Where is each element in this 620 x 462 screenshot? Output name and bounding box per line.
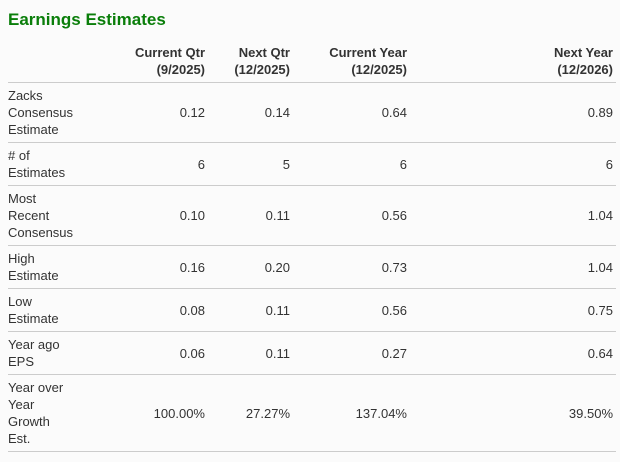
cell-value: 1.04	[410, 245, 616, 289]
cell-value: 0.11	[208, 288, 293, 332]
row-label: Zacks Consensus Estimate	[8, 82, 88, 143]
table-row-high-estimate: High Estimate 0.16 0.20 0.73 1.04	[8, 245, 616, 289]
cell-value: 0.10	[88, 185, 208, 246]
cell-value: 137.04%	[293, 374, 410, 452]
cell-value: 0.64	[410, 331, 616, 375]
cell-value: 0.89	[410, 82, 616, 143]
header-row: Current Qtr (9/2025) Next Qtr (12/2025) …	[8, 42, 616, 83]
row-label: Year over Year Growth Est.	[8, 374, 88, 452]
cell-value: 100.00%	[88, 374, 208, 452]
row-label-header	[8, 42, 88, 83]
cell-value: 0.14	[208, 82, 293, 143]
table-row-most-recent-consensus: Most Recent Consensus 0.10 0.11 0.56 1.0…	[8, 185, 616, 246]
cell-value: 0.27	[293, 331, 410, 375]
table-row-low-estimate: Low Estimate 0.08 0.11 0.56 0.75	[8, 288, 616, 332]
cell-value: 0.75	[410, 288, 616, 332]
cell-value: 6	[410, 142, 616, 186]
cell-value: 0.20	[208, 245, 293, 289]
column-header-next-qtr: Next Qtr (12/2025)	[208, 42, 293, 83]
row-label: # of Estimates	[8, 142, 88, 186]
page-title: Earnings Estimates	[8, 10, 166, 29]
cell-value: 0.16	[88, 245, 208, 289]
cell-value: 0.12	[88, 82, 208, 143]
cell-value: 0.73	[293, 245, 410, 289]
table-row-zacks-consensus-estimate: Zacks Consensus Estimate 0.12 0.14 0.64 …	[8, 82, 616, 143]
cell-value: 27.27%	[208, 374, 293, 452]
table-row-year-ago-eps: Year ago EPS 0.06 0.11 0.27 0.64	[8, 331, 616, 375]
row-label: Low Estimate	[8, 288, 88, 332]
cell-value: 39.50%	[410, 374, 616, 452]
column-header-current-year: Current Year (12/2025)	[293, 42, 410, 83]
column-header-current-qtr: Current Qtr (9/2025)	[88, 42, 208, 83]
cell-value: 0.64	[293, 82, 410, 143]
cell-value: 0.06	[88, 331, 208, 375]
cell-value: 0.56	[293, 288, 410, 332]
row-label: Year ago EPS	[8, 331, 88, 375]
earnings-estimates-table: Current Qtr (9/2025) Next Qtr (12/2025) …	[8, 42, 616, 452]
earnings-estimates-panel: Earnings Estimates Current Qtr (9/2025) …	[0, 10, 620, 452]
cell-value: 0.56	[293, 185, 410, 246]
cell-value: 6	[293, 142, 410, 186]
table-row-number-of-estimates: # of Estimates 6 5 6 6	[8, 142, 616, 186]
cell-value: 0.11	[208, 331, 293, 375]
column-header-next-year: Next Year (12/2026)	[410, 42, 616, 83]
row-label: High Estimate	[8, 245, 88, 289]
table-row-year-over-year-growth: Year over Year Growth Est. 100.00% 27.27…	[8, 374, 616, 452]
row-label: Most Recent Consensus	[8, 185, 88, 246]
cell-value: 1.04	[410, 185, 616, 246]
cell-value: 0.11	[208, 185, 293, 246]
cell-value: 0.08	[88, 288, 208, 332]
cell-value: 6	[88, 142, 208, 186]
cell-value: 5	[208, 142, 293, 186]
